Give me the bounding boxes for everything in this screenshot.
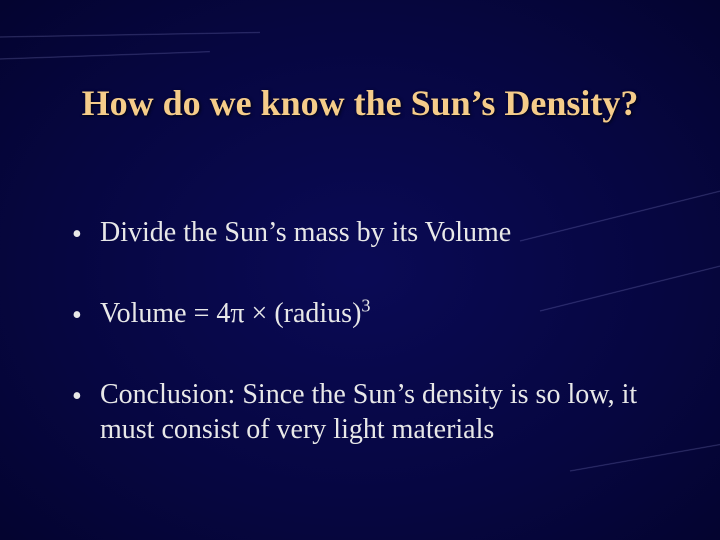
bullet-icon: • bbox=[72, 296, 100, 333]
list-item-text: Volume = 4π × (radius)3 bbox=[100, 296, 660, 331]
list-item: •Volume = 4π × (radius)3 bbox=[72, 296, 660, 333]
decor-line bbox=[0, 31, 260, 38]
slide-title: How do we know the Sun’s Density? bbox=[0, 82, 720, 124]
list-item: •Divide the Sun’s mass by its Volume bbox=[72, 215, 660, 252]
list-item-text: Conclusion: Since the Sun’s density is s… bbox=[100, 377, 660, 447]
decor-line bbox=[0, 51, 210, 60]
list-item-text: Divide the Sun’s mass by its Volume bbox=[100, 215, 660, 250]
bullet-icon: • bbox=[72, 215, 100, 252]
bullet-icon: • bbox=[72, 377, 100, 414]
bullet-list: •Divide the Sun’s mass by its Volume•Vol… bbox=[72, 215, 660, 447]
list-item: •Conclusion: Since the Sun’s density is … bbox=[72, 377, 660, 447]
